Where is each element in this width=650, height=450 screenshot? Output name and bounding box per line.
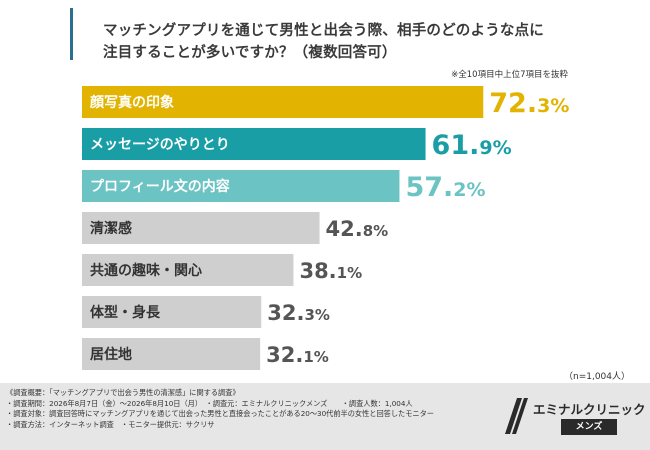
bar-value-label: 38.1% [299,259,362,283]
logo-name: エミナルクリニック [533,402,646,417]
bar [82,296,262,328]
survey-line: ・調査対象：調査回答時にマッチングアプリを通じて出会った男性と直接会ったことがあ… [6,409,434,419]
chart-title-line-2: 注目することが多いですか？（複数回答可） [103,45,397,61]
bar [82,338,261,370]
bar-value-label: 32.1% [266,343,329,367]
bar-value-label: 42.8% [326,217,389,241]
bar [82,212,320,244]
chart-subnote: ※全10項目中上位7項目を抜粋 [451,70,568,80]
bar-category-label: プロフィール文の内容 [90,178,230,195]
bar-category-label: メッセージのやりとり [90,137,230,153]
bar-value-label: 61.9% [432,130,512,161]
survey-line: 《調査概要：「マッチングアプリで出会う男性の清潔感」に関する調査》 [6,388,240,397]
bar [82,86,484,118]
logo-sub: メンズ [561,419,617,435]
bar-category-label: 清潔感 [90,220,132,237]
bar-category-label: 共通の趣味・関心 [90,262,202,279]
survey-line: ・調査方法：インターネット調査 ・モニター提供元：サクリサ [6,419,215,429]
bar-category-label: 居住地 [90,346,132,363]
bar-value-label: 32.3% [267,301,330,325]
clinic-logo: エミナルクリニック メンズ [503,396,646,440]
title-box: マッチングアプリを通じて男性と出会う際、相手のどのような点に 注目することが多い… [70,8,583,61]
bar-value-label: 72.3% [489,88,569,119]
survey-line: ・調査期間：2026年8月7日（金）〜2026年8月10日（月） ・調査元：エミ… [6,398,413,408]
chart-title-line-1: マッチングアプリを通じて男性と出会う際、相手のどのような点に [103,23,544,39]
bar-value-label: 57.2% [405,172,485,203]
bar-category-label: 体型・身長 [90,304,161,321]
bar [82,170,400,202]
bar-category-label: 顔写真の印象 [89,94,174,111]
survey-details: 《調査概要：「マッチングアプリで出会う男性の清潔感」に関する調査》 ・調査期間：… [6,388,434,430]
survey-footer: 《調査概要：「マッチングアプリで出会う男性の清潔感」に関する調査》 ・調査期間：… [0,383,650,450]
logo-mark-icon [505,398,528,434]
bar [82,254,294,286]
sample-size-note: （n=1,004人） [563,372,630,382]
bar-chart: 顔写真の印象 72.3% メッセージのやりとり 61.9% プロフィール文の内容 57.2… [82,86,569,370]
bar [82,128,426,160]
